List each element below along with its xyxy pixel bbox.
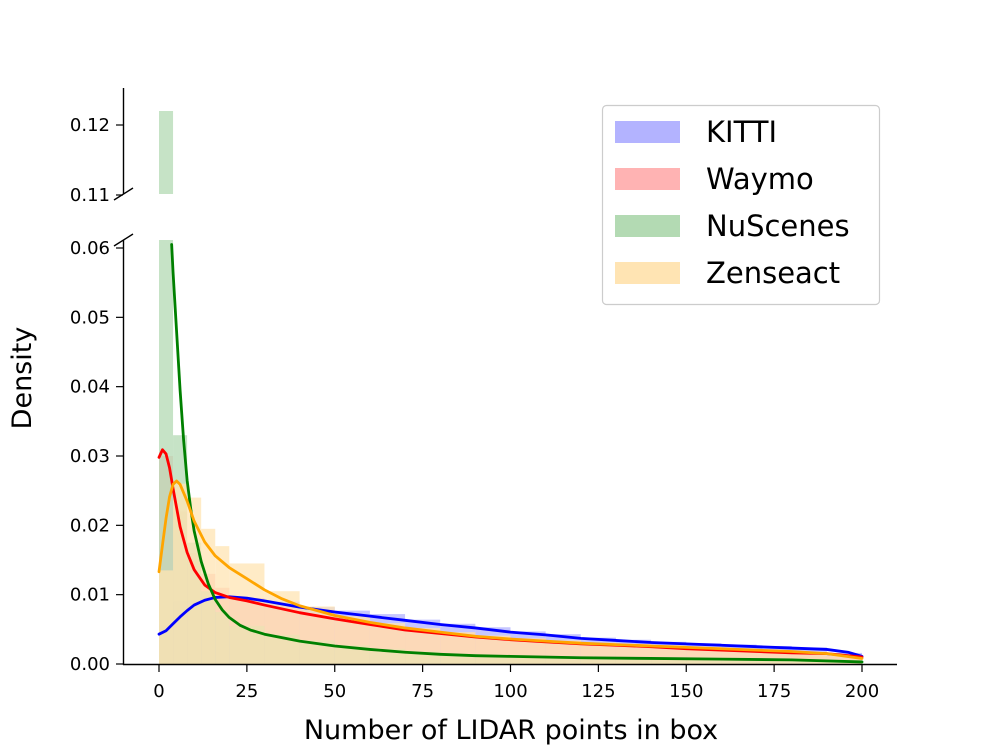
x-tick-label-75: 75	[411, 681, 434, 702]
x-ticks: 0 25 50 75 100 125 150 175 200	[153, 665, 879, 702]
nuscenes-legend-swatch	[615, 215, 680, 237]
y-tick-label-0.04: 0.04	[70, 377, 110, 398]
upper-panel-histograms	[159, 111, 174, 194]
x-tick-label-50: 50	[323, 681, 346, 702]
nuscenes-legend-label: NuScenes	[706, 209, 850, 243]
y-tick-label-0.03: 0.03	[70, 446, 110, 467]
legend: KITTI Waymo NuScenes Zenseact	[601, 104, 881, 306]
x-tick-label-200: 200	[845, 681, 879, 702]
y-tick-label-0.05: 0.05	[70, 307, 110, 328]
kde-curves	[157, 243, 864, 664]
x-tick-label-150: 150	[669, 681, 703, 702]
waymo-legend-label: Waymo	[706, 162, 814, 196]
waymo-legend-swatch	[615, 168, 680, 190]
x-tick-label-125: 125	[581, 681, 615, 702]
kitti-legend-swatch	[615, 121, 680, 143]
zenseact-hist-bar-4	[215, 546, 230, 664]
x-tick-label-175: 175	[757, 681, 791, 702]
nuscenes-hist-bar-upper-0	[159, 111, 174, 194]
y-tick-label-0.12: 0.12	[70, 115, 110, 136]
axes	[113, 88, 897, 666]
axis-break-mark-lower	[113, 233, 134, 247]
zenseact-hist-bar-3	[201, 528, 216, 664]
kitti-legend-label: KITTI	[706, 115, 777, 149]
y-ticks: 0.00 0.01 0.02 0.03 0.04 0.05 0.06 0.11 0.12	[70, 115, 123, 675]
zenseact-kde-line	[157, 479, 864, 660]
y-tick-label-0.11: 0.11	[70, 185, 110, 206]
zenseact-hist-bar-1	[173, 483, 188, 664]
nuscenes-kde-line	[170, 243, 864, 664]
x-tick-label-0: 0	[153, 681, 164, 702]
zenseact-hist-bar-0	[159, 570, 174, 664]
y-tick-label-0.01: 0.01	[70, 585, 110, 606]
zenseact-legend-swatch	[615, 262, 680, 284]
y-tick-label-0.02: 0.02	[70, 515, 110, 536]
x-tick-label-25: 25	[235, 681, 258, 702]
y-tick-label-0.00: 0.00	[70, 654, 110, 675]
x-axis-label: Number of LIDAR points in box	[304, 715, 718, 746]
zenseact-hist-bar-22	[826, 655, 862, 664]
zenseact-hist-bar-2	[187, 497, 202, 664]
legend-box	[601, 104, 881, 306]
kitti-kde-line	[157, 595, 864, 658]
axis-break-mark-upper	[113, 187, 134, 201]
x-tick-label-100: 100	[493, 681, 527, 702]
y-tick-label-0.06: 0.06	[70, 238, 110, 259]
zenseact-legend-label: Zenseact	[706, 256, 840, 290]
y-axis-label: Density	[7, 327, 38, 430]
